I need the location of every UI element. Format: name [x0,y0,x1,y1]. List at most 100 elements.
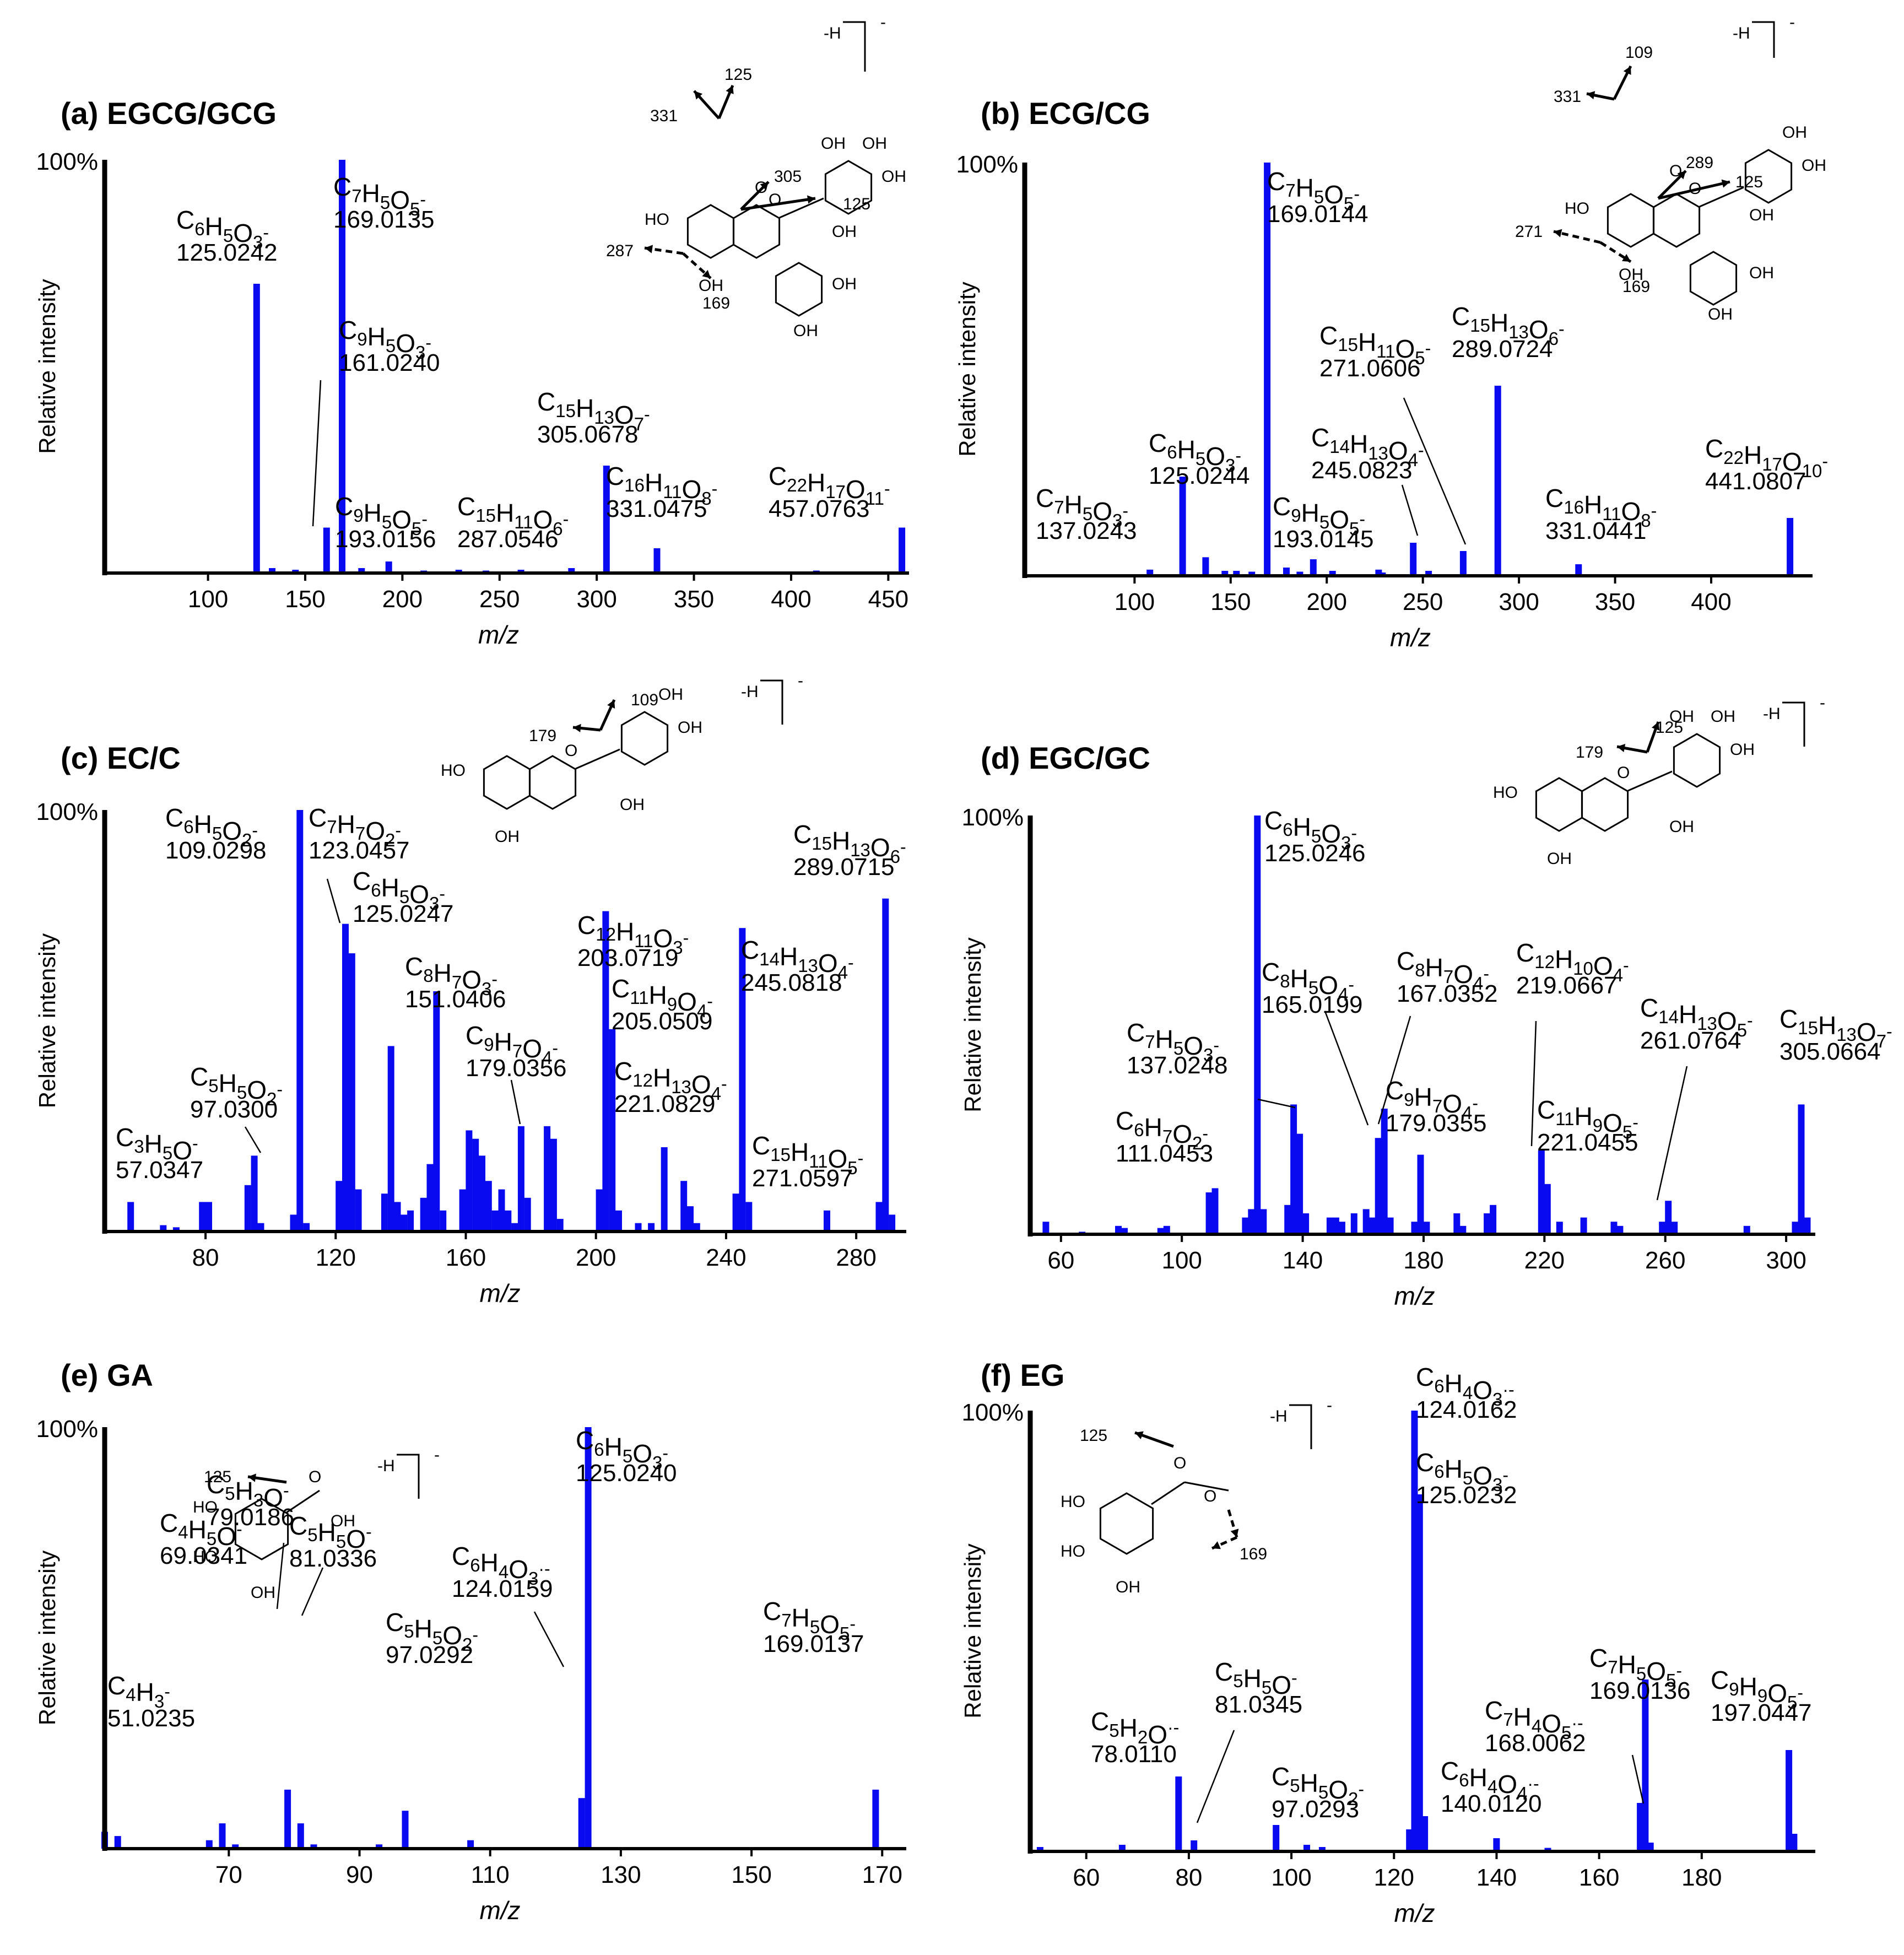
annotation-leader-line [1401,484,1419,536]
element-symbol: O [346,1525,366,1553]
spectrum-peak [1490,1205,1497,1234]
ring-bond [686,204,735,259]
element-symbol: O [1388,436,1408,465]
peak-annotation: C15H11O5-271.0606 [1319,321,1467,545]
ion-mz-value: 193.0145 [1273,526,1374,553]
atom-count: 14 [1658,1007,1679,1027]
x-tick-label: 150 [1210,588,1251,615]
x-tick-label: 300 [1499,588,1539,615]
peak-group [127,810,896,1232]
atom-count: 9 [1757,1686,1767,1706]
element-symbol: H [1818,1011,1836,1040]
x-tick-label: 150 [731,1861,771,1888]
element-symbol: C [577,911,596,939]
arrow-head [1230,1529,1239,1537]
element-symbol: H [1469,1763,1488,1792]
ion-charge: - [263,223,269,242]
ion-formula: C14H13O4- [1311,423,1424,470]
element-symbol: H [496,499,514,527]
ion-charge: - [707,991,713,1011]
x-tick-label: 140 [1476,1864,1517,1891]
x-tick-label: 120 [316,1244,356,1271]
ion-charge: - [192,1133,198,1153]
peak-annotation: C6H5O2-109.0298 [165,803,267,864]
annotation-leader-line [1656,1066,1688,1201]
ion-charge: - [858,1148,864,1168]
spectrum-peak [339,160,345,573]
ion-mz-value: 305.0664 [1779,1038,1881,1065]
atom-count: 7 [512,1041,522,1061]
spectrum-peak [1417,1154,1424,1234]
ion-mz-value: 81.0336 [289,1545,377,1572]
ion-formula: C7H5O5- [1267,167,1360,214]
element-symbol: C [769,462,787,490]
peak-annotation: C6H5O3-125.0242 [176,206,278,266]
atom-count: 3 [673,937,683,958]
annotation-leader-line [1324,1011,1369,1126]
spectrum-peak [387,1046,394,1232]
atom-count: 3 [1225,455,1235,476]
element-symbol: H [1301,499,1319,527]
arrow-head [1554,229,1562,237]
spectrum-peak [127,1202,134,1232]
structure-d: HO OH O OH OH OH OH 179 125 -H - [1493,694,1825,868]
hydroxyl-label: HO [1493,784,1518,802]
atom-count: 8 [423,965,433,986]
peak-annotation: C15H13O6-289.0724 [1452,302,1565,363]
spectrum-peak [1416,1494,1423,1851]
atom-count: 5 [399,887,409,907]
ion-charge: - [236,1519,242,1539]
spectrum-peak [524,1197,531,1232]
y-max-label: 100% [961,1399,1024,1426]
hydroxyl-label: OH [495,828,520,846]
spectrum-peak [232,1844,239,1849]
hydroxyl-label: OH [658,685,683,704]
atom-count: 5 [1344,193,1354,214]
spectrum-peak [1453,1213,1461,1234]
ion-charge: - [164,1682,170,1702]
ion-charge: - [439,884,445,904]
atom-count: 5 [207,1529,217,1549]
spectrum-peak [882,898,889,1232]
spectrum-peak [585,1427,592,1849]
spectrum-peak [251,1155,258,1232]
atom-count: 5 [1083,504,1092,524]
ion-charge: - [1483,964,1489,984]
x-tick-label: 200 [382,586,423,613]
ion-mz-value: 169.0135 [333,206,435,233]
peak-annotation: C15H13O7-305.0678 [537,387,650,448]
spectrum-peak [1296,1133,1303,1234]
annotation-leader-line [244,1126,262,1153]
atom-count: 9 [1593,1115,1603,1136]
x-tick-label: 180 [1681,1864,1722,1891]
element-symbol: O [820,1610,840,1639]
fragment-arrow [644,246,684,255]
atom-count: 11 [1376,341,1395,361]
peak-annotation: C11H9O5-221.0455 [1537,1095,1638,1156]
hydroxyl-label: HO [1061,1542,1085,1560]
spectrum-peak [1610,1222,1618,1234]
element-symbol: O [870,833,890,862]
hydroxyl-label: OH [620,796,645,814]
bracket [397,1454,420,1499]
spectrum-peak [205,1202,212,1232]
atom-count: 10 [1802,461,1822,481]
ion-formula: C14H13O5- [1640,993,1753,1040]
atom-count: 5 [382,512,392,532]
arrow-head [702,269,711,278]
element-symbol: O [1092,497,1112,526]
spectrum-peak [661,1147,668,1232]
element-symbol: C [763,1597,781,1625]
spectrum-peak [635,1223,642,1232]
spectrum-peak [376,1844,383,1849]
element-symbol: O [1473,1376,1492,1405]
atom-count: 13 [1836,1024,1857,1045]
x-tick-label: 300 [1766,1247,1806,1274]
deprotonation-label: -H [824,24,841,42]
atom-count: 6 [1134,1120,1144,1140]
ion-charge: - [662,1443,668,1463]
ion-mz-value: 289.0724 [1452,336,1553,363]
spectrum-peak [1338,1222,1345,1234]
ion-charge: - [252,820,258,840]
